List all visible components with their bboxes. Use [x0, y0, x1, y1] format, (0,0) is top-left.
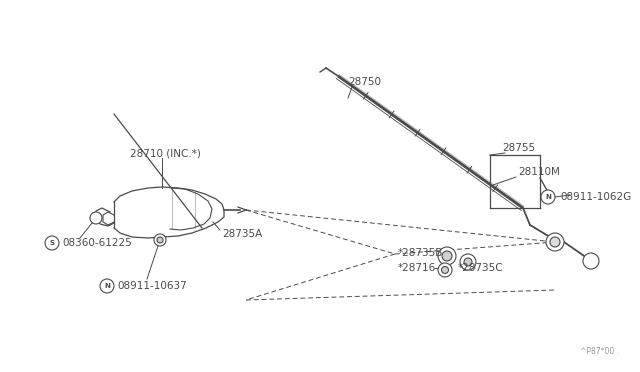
Text: 28750: 28750 — [348, 77, 381, 87]
Text: 28710 (INC.*): 28710 (INC.*) — [130, 148, 201, 158]
Circle shape — [541, 190, 555, 204]
Text: 08911-10637: 08911-10637 — [117, 281, 187, 291]
Text: 08911-1062G: 08911-1062G — [560, 192, 631, 202]
Circle shape — [460, 254, 476, 270]
Circle shape — [550, 237, 560, 247]
Text: *28716: *28716 — [398, 263, 436, 273]
Circle shape — [438, 247, 456, 265]
Circle shape — [583, 253, 599, 269]
Circle shape — [442, 266, 449, 273]
Circle shape — [546, 233, 564, 251]
Text: *28735B: *28735B — [398, 248, 444, 258]
Text: ^P87*00 .: ^P87*00 . — [580, 347, 620, 356]
Circle shape — [100, 279, 114, 293]
Text: 28110M: 28110M — [518, 167, 560, 177]
Text: 08360-61225: 08360-61225 — [62, 238, 132, 248]
Circle shape — [154, 234, 166, 246]
Text: N: N — [104, 283, 110, 289]
Circle shape — [45, 236, 59, 250]
Text: *28735C: *28735C — [458, 263, 504, 273]
Circle shape — [464, 258, 472, 266]
Text: 28755: 28755 — [502, 143, 535, 153]
Circle shape — [442, 251, 452, 261]
Circle shape — [157, 237, 163, 243]
Circle shape — [438, 263, 452, 277]
Text: N: N — [545, 194, 551, 200]
Circle shape — [90, 212, 102, 224]
Text: S: S — [49, 240, 54, 246]
Text: 28735A: 28735A — [222, 229, 262, 239]
